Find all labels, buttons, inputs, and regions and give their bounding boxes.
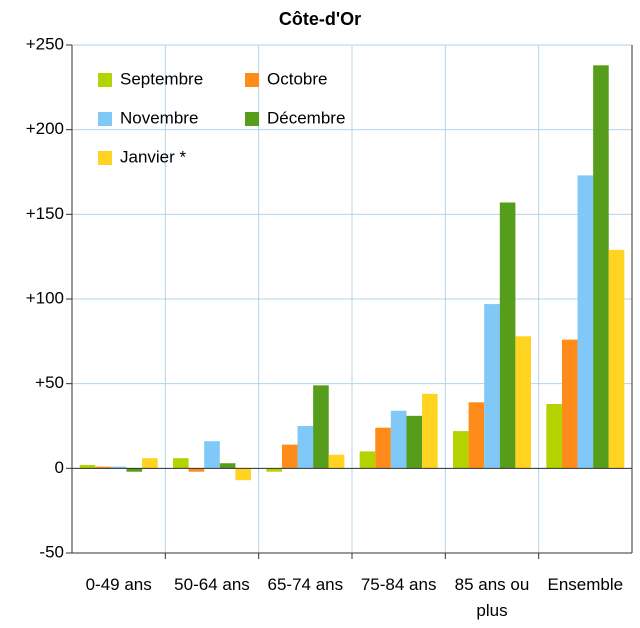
legend-swatch [98,73,112,87]
bar [173,458,189,469]
bar [484,304,500,469]
y-tick-label: +250 [26,34,64,53]
bar [204,441,220,469]
y-tick-label: 0 [55,458,64,477]
bar [95,466,111,469]
legend-swatch [245,112,259,126]
x-tick-label: Ensemble [547,575,624,594]
x-tick-label: 65-74 ans [267,575,344,594]
bar [561,339,578,469]
bar [546,403,562,469]
legend-label: Décembre [267,108,345,127]
y-tick-label: +50 [35,373,64,392]
x-tick-label: 0-49 ans [85,575,152,594]
bar [515,336,531,469]
bar [126,468,143,472]
y-tick-label: +200 [26,119,64,138]
legend-label: Octobre [267,69,327,88]
bar [219,463,236,469]
bar [328,454,345,469]
x-tick-label: 85 ans ou plus [454,575,530,620]
x-tick-label: 50-64 ans [174,575,250,594]
bar [375,427,391,469]
bar [406,415,423,469]
bar [79,464,96,469]
bar [110,466,127,469]
legend-label: Novembre [120,108,198,127]
bar [499,202,516,469]
legend-swatch [245,73,259,87]
y-tick-label: +100 [26,288,64,307]
bar [297,426,314,469]
bar [422,393,438,469]
bar [188,468,205,472]
bar [390,410,407,469]
bar [468,402,485,469]
bar [577,175,594,469]
bar [608,249,625,469]
legend-swatch [98,151,112,165]
bar [235,468,251,481]
y-tick-label: -50 [39,542,64,561]
bar [266,468,282,472]
legend-swatch [98,112,112,126]
bar [142,458,158,469]
y-tick-label: +150 [26,204,64,223]
chart-title: Côte-d'Or [279,9,361,29]
x-tick-label: 75-84 ans [360,575,437,594]
bar [453,431,469,469]
bar [313,385,329,469]
bar [593,65,609,469]
bar [359,451,376,469]
bar [281,444,298,469]
legend-label: Septembre [120,69,203,88]
legend-label: Janvier * [120,147,187,166]
